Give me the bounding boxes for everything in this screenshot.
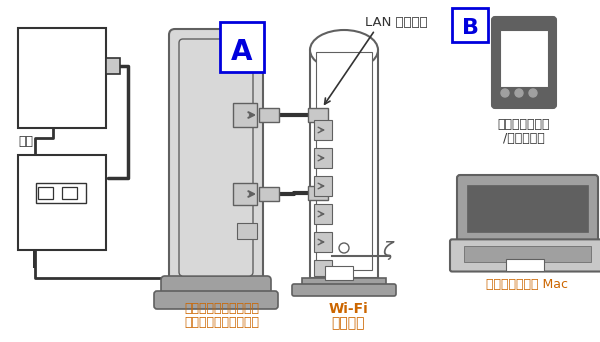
Text: 電源: 電源 — [18, 135, 33, 148]
Bar — [314, 204, 332, 224]
Bar — [106, 58, 120, 74]
Bar — [314, 176, 332, 196]
Bar — [36, 183, 86, 203]
FancyBboxPatch shape — [457, 175, 598, 245]
Text: Wi-Fi: Wi-Fi — [328, 302, 368, 316]
Bar — [310, 50, 378, 278]
Bar — [467, 185, 588, 232]
Text: スマートフォン: スマートフォン — [498, 118, 550, 131]
Text: された機器（モデム）: された機器（モデム） — [185, 316, 260, 329]
FancyBboxPatch shape — [292, 284, 396, 296]
Circle shape — [529, 89, 537, 97]
FancyBboxPatch shape — [179, 39, 253, 276]
FancyBboxPatch shape — [450, 239, 600, 272]
Bar — [314, 260, 332, 276]
Text: ルーター: ルーター — [331, 316, 365, 330]
Bar — [308, 108, 328, 122]
Bar — [220, 22, 264, 72]
Circle shape — [501, 89, 509, 97]
Text: プロバイダーから提供: プロバイダーから提供 — [185, 302, 260, 315]
Bar — [308, 186, 328, 200]
Bar — [314, 232, 332, 252]
Text: パソコンまたは Mac: パソコンまたは Mac — [486, 278, 568, 291]
Bar — [506, 259, 544, 271]
Bar — [62, 187, 77, 199]
Bar — [325, 266, 353, 280]
Bar — [18, 28, 106, 128]
Text: B: B — [461, 18, 479, 38]
Bar — [259, 108, 279, 122]
Bar — [233, 103, 257, 127]
FancyBboxPatch shape — [169, 29, 263, 286]
FancyBboxPatch shape — [161, 276, 271, 302]
Bar — [314, 120, 332, 140]
Bar — [18, 155, 106, 250]
Text: ζ: ζ — [382, 241, 392, 260]
Text: A: A — [231, 38, 253, 66]
FancyBboxPatch shape — [154, 291, 278, 309]
Bar — [233, 183, 257, 205]
Bar — [452, 8, 488, 42]
Bar — [316, 52, 372, 270]
Text: /タブレット: /タブレット — [503, 132, 545, 145]
Bar — [464, 246, 591, 262]
Ellipse shape — [310, 30, 378, 70]
Bar — [38, 187, 53, 199]
FancyBboxPatch shape — [492, 17, 556, 108]
Bar — [314, 148, 332, 168]
Text: LAN ケーブル: LAN ケーブル — [365, 15, 428, 28]
Bar — [500, 30, 548, 87]
Bar — [302, 278, 386, 288]
Circle shape — [515, 89, 523, 97]
Bar — [237, 223, 257, 239]
Circle shape — [339, 243, 349, 253]
Bar — [259, 187, 279, 201]
Bar — [33, 250, 36, 268]
